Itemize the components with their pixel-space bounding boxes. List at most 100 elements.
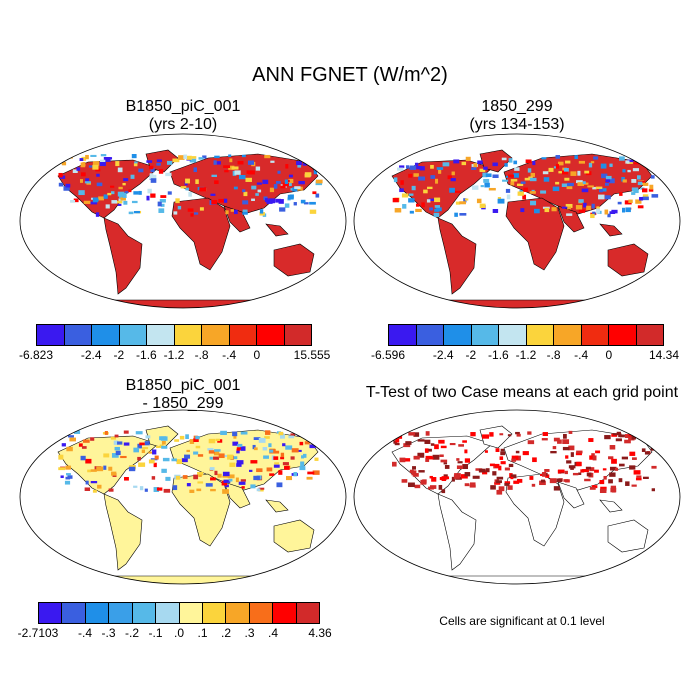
land-polygon bbox=[381, 575, 653, 584]
data-cell bbox=[592, 186, 597, 190]
data-cell bbox=[193, 438, 199, 442]
panel2-title-line2: (yrs 134-153) bbox=[469, 116, 565, 133]
data-cell bbox=[225, 210, 229, 215]
data-cell bbox=[555, 164, 560, 169]
data-cell bbox=[575, 452, 582, 456]
data-cell bbox=[189, 158, 197, 163]
data-cell bbox=[251, 198, 255, 202]
data-cell bbox=[98, 196, 104, 201]
data-cell bbox=[502, 179, 509, 182]
data-cell bbox=[236, 450, 240, 454]
data-cell bbox=[464, 472, 471, 477]
data-cell bbox=[588, 162, 593, 168]
data-cell bbox=[417, 439, 425, 442]
data-cell bbox=[304, 173, 311, 178]
data-cell bbox=[152, 449, 157, 455]
data-cell bbox=[619, 434, 625, 438]
colorbar-tick-label: 0 bbox=[605, 348, 613, 362]
data-cell bbox=[553, 437, 560, 442]
data-cell bbox=[280, 456, 285, 460]
data-cell bbox=[543, 177, 550, 182]
data-cell bbox=[415, 208, 422, 213]
data-cell bbox=[633, 189, 639, 194]
data-cell bbox=[224, 484, 229, 488]
data-cell bbox=[550, 450, 557, 454]
data-cell bbox=[484, 450, 488, 453]
data-cell bbox=[184, 454, 191, 459]
data-cell bbox=[529, 177, 537, 182]
data-cell bbox=[290, 188, 294, 191]
data-cell bbox=[133, 211, 140, 214]
data-cell bbox=[447, 175, 452, 180]
data-cell bbox=[498, 465, 502, 471]
data-cell bbox=[80, 455, 86, 461]
data-cell bbox=[523, 187, 528, 192]
data-cell bbox=[307, 471, 315, 475]
data-cell bbox=[482, 434, 490, 439]
data-cell bbox=[624, 439, 631, 444]
data-cell bbox=[65, 476, 71, 480]
data-cell bbox=[236, 448, 240, 452]
colorbar-tick-label: -1.2 bbox=[515, 348, 537, 362]
colorbar-swatch bbox=[109, 603, 133, 623]
data-cell bbox=[253, 437, 261, 441]
data-cell bbox=[313, 169, 317, 175]
data-cell bbox=[66, 473, 71, 476]
data-cell bbox=[278, 199, 284, 204]
data-cell bbox=[470, 432, 476, 437]
data-cell bbox=[453, 474, 460, 479]
data-cell bbox=[257, 189, 262, 193]
data-cell bbox=[116, 200, 123, 204]
data-cell bbox=[480, 185, 484, 188]
data-cell bbox=[473, 162, 478, 168]
data-cell bbox=[73, 430, 81, 434]
data-cell bbox=[510, 476, 514, 480]
colorbar-case2 bbox=[388, 324, 664, 346]
data-cell bbox=[133, 163, 138, 167]
colorbar-swatch bbox=[257, 325, 285, 345]
data-cell bbox=[146, 160, 153, 163]
data-cell bbox=[92, 164, 99, 170]
data-cell bbox=[223, 165, 231, 169]
data-cell bbox=[621, 207, 626, 213]
data-cell bbox=[255, 193, 259, 196]
data-cell bbox=[193, 451, 199, 455]
data-cell bbox=[542, 206, 550, 209]
colorbar-swatch bbox=[147, 325, 175, 345]
data-cell bbox=[426, 199, 431, 203]
data-cell bbox=[393, 177, 398, 183]
data-cell bbox=[290, 456, 295, 460]
data-cell bbox=[633, 470, 641, 475]
land-polygon bbox=[273, 243, 315, 277]
data-cell bbox=[564, 167, 569, 172]
data-cell bbox=[648, 188, 654, 192]
data-cell bbox=[135, 431, 143, 435]
data-cell bbox=[582, 469, 589, 473]
colorbar-tick-label: -2.4 bbox=[80, 348, 102, 362]
data-cell bbox=[564, 470, 568, 475]
data-cell bbox=[430, 175, 436, 179]
data-cell bbox=[649, 184, 654, 190]
data-cell bbox=[431, 477, 437, 482]
data-cell bbox=[552, 446, 557, 450]
data-cell bbox=[253, 447, 258, 451]
data-cell bbox=[456, 458, 460, 461]
data-cell bbox=[425, 458, 430, 462]
data-cell bbox=[417, 452, 425, 458]
colorbar-swatch bbox=[554, 325, 582, 345]
data-cell bbox=[635, 477, 642, 481]
data-cell bbox=[232, 441, 239, 446]
data-cell bbox=[611, 458, 617, 464]
data-cell bbox=[115, 161, 120, 167]
data-cell bbox=[548, 167, 554, 172]
data-cell bbox=[250, 460, 258, 464]
data-cell bbox=[442, 162, 450, 167]
data-cell bbox=[399, 165, 405, 168]
data-cell bbox=[582, 181, 586, 185]
data-cell bbox=[303, 202, 309, 205]
data-cell bbox=[495, 448, 500, 452]
data-cell bbox=[128, 466, 136, 472]
data-cell bbox=[397, 167, 404, 171]
data-cell bbox=[85, 178, 90, 182]
data-cell bbox=[145, 435, 151, 439]
